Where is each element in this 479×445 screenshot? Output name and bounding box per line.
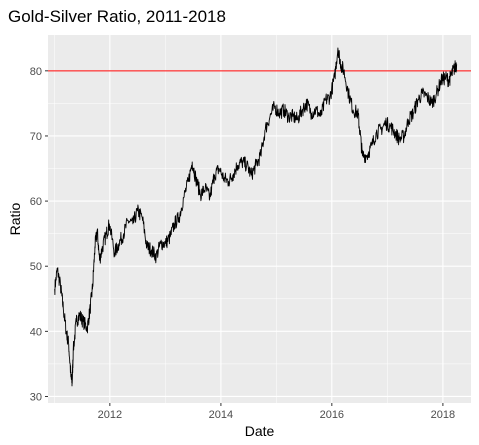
series-group <box>54 47 458 387</box>
y-tick-label: 70 <box>30 131 42 143</box>
gridlines <box>48 35 471 403</box>
y-axis-title: Ratio <box>7 202 23 235</box>
plot-panel <box>48 35 471 403</box>
y-tick-label: 80 <box>30 66 42 78</box>
x-tick-label: 2016 <box>320 409 344 421</box>
x-axis-title: Date <box>245 423 275 439</box>
y-tick-label: 30 <box>30 391 42 403</box>
y-tick-label: 60 <box>30 196 42 208</box>
y-axis: 30 40 50 60 70 80 <box>30 66 48 403</box>
x-axis: 2012 2014 2016 2018 <box>98 403 455 421</box>
y-tick-label: 50 <box>30 261 42 273</box>
chart-title: Gold-Silver Ratio, 2011-2018 <box>8 7 226 26</box>
x-tick-label: 2014 <box>209 409 233 421</box>
x-tick-label: 2012 <box>98 409 122 421</box>
x-tick-label: 2018 <box>431 409 455 421</box>
y-tick-label: 40 <box>30 326 42 338</box>
series-line <box>54 47 458 387</box>
